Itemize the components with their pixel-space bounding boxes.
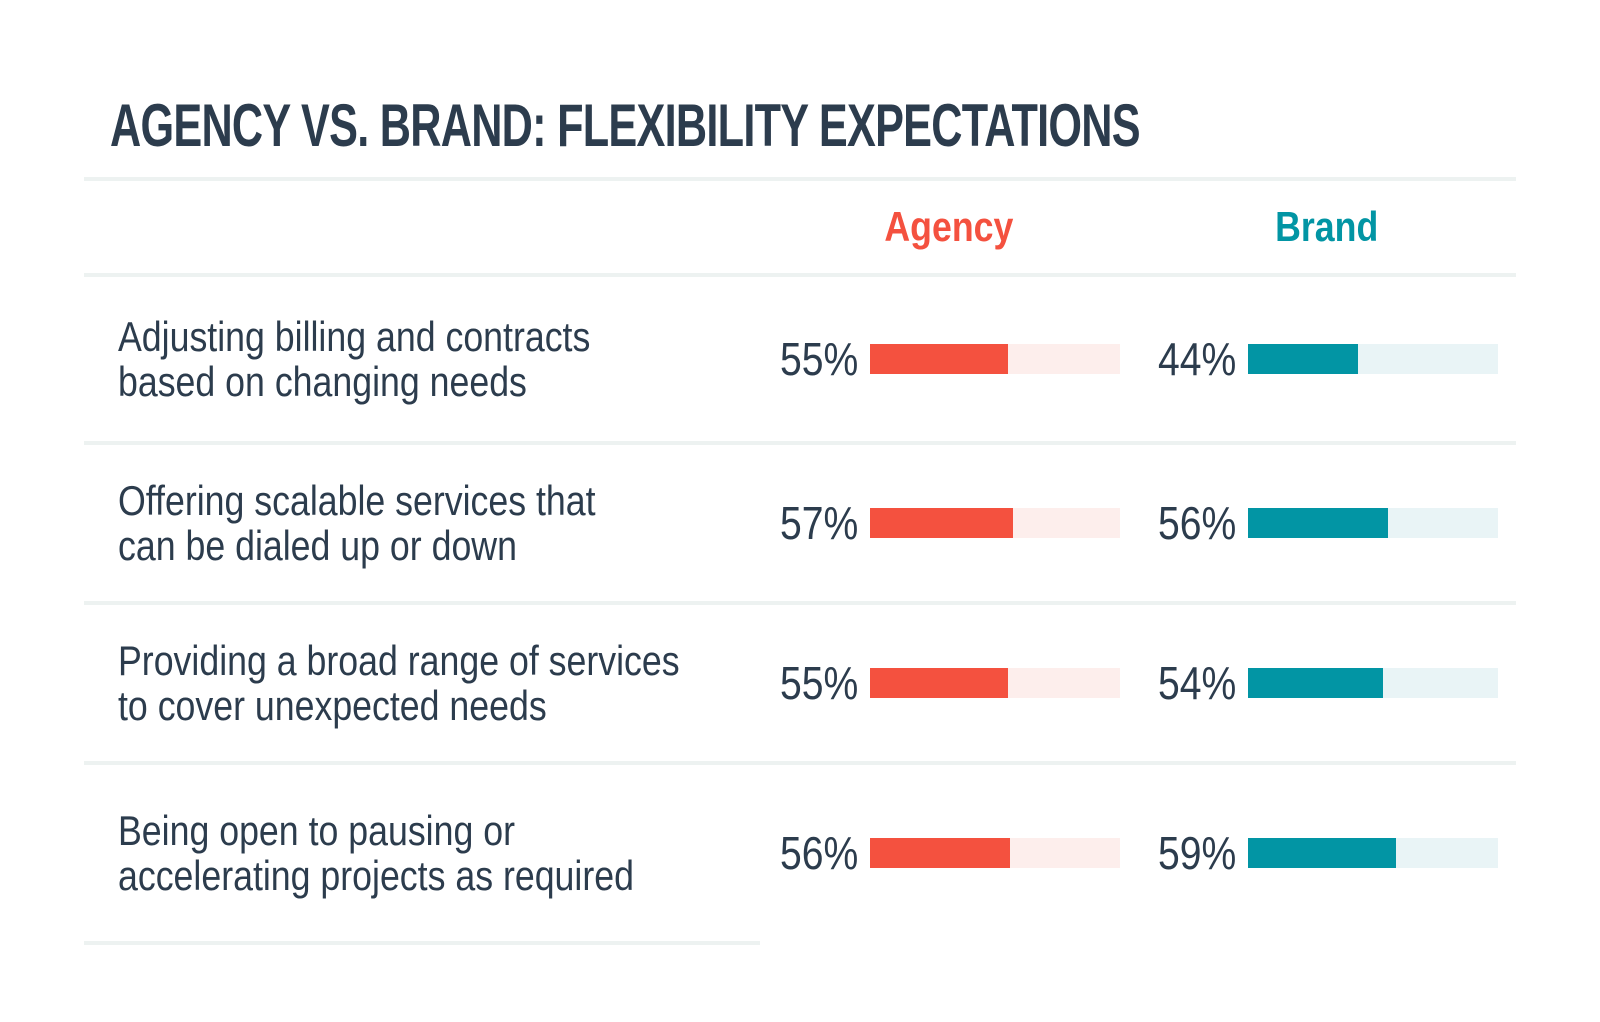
brand-percent-value: 56% <box>1158 497 1237 549</box>
table-row: Being open to pausing or accelerating pr… <box>84 765 1516 941</box>
agency-measure: 55% <box>760 332 1138 386</box>
column-header-brand: Brand <box>1275 203 1379 250</box>
brand-bar-track <box>1248 508 1498 538</box>
page-title-text: AGENCY VS. BRAND: FLEXIBILITY EXPECTATIO… <box>110 92 1141 159</box>
agency-bar-fill <box>870 344 1008 374</box>
agency-measure: 55% <box>760 656 1138 710</box>
row-divider <box>84 441 1516 445</box>
brand-measure: 54% <box>1138 656 1516 710</box>
table-row: Providing a broad range of services to c… <box>84 605 1516 761</box>
row-divider <box>84 601 1516 605</box>
agency-measure: 56% <box>760 826 1138 880</box>
row-label: Providing a broad range of services to c… <box>118 637 680 729</box>
brand-bar-track <box>1248 838 1498 868</box>
row-label: Being open to pausing or accelerating pr… <box>118 807 634 899</box>
brand-bar-track <box>1248 344 1498 374</box>
brand-bar-fill <box>1248 668 1383 698</box>
divider-below-header <box>84 273 1516 277</box>
brand-bar-fill <box>1248 344 1358 374</box>
brand-percent-value: 54% <box>1158 657 1237 709</box>
agency-bar-track <box>870 668 1120 698</box>
brand-bar-fill <box>1248 508 1388 538</box>
agency-percent-value: 55% <box>780 657 859 709</box>
agency-bar-fill <box>870 838 1010 868</box>
agency-bar-fill <box>870 668 1008 698</box>
agency-measure: 57% <box>760 496 1138 550</box>
agency-bar-track <box>870 344 1120 374</box>
infographic-chart: AGENCY VS. BRAND: FLEXIBILITY EXPECTATIO… <box>84 0 1516 945</box>
column-header-agency: Agency <box>884 203 1014 250</box>
brand-measure: 56% <box>1138 496 1516 550</box>
brand-measure: 59% <box>1138 826 1516 880</box>
brand-percent-value: 44% <box>1158 333 1237 385</box>
agency-bar-track <box>870 508 1120 538</box>
agency-percent-value: 55% <box>780 333 859 385</box>
brand-measure: 44% <box>1138 332 1516 386</box>
table-row: Offering scalable services that can be d… <box>84 445 1516 601</box>
brand-bar-track <box>1248 668 1498 698</box>
brand-percent-value: 59% <box>1158 827 1237 879</box>
table-row: Adjusting billing and contracts based on… <box>84 277 1516 441</box>
row-label: Offering scalable services that can be d… <box>118 477 596 569</box>
row-label: Adjusting billing and contracts based on… <box>118 313 591 405</box>
bottom-partial-divider <box>84 941 760 945</box>
agency-bar-fill <box>870 508 1013 538</box>
page-title: AGENCY VS. BRAND: FLEXIBILITY EXPECTATIO… <box>110 0 1516 156</box>
agency-percent-value: 56% <box>780 827 859 879</box>
column-header-row: Agency Brand <box>84 181 1516 273</box>
brand-bar-fill <box>1248 838 1396 868</box>
divider-below-title <box>84 177 1516 181</box>
agency-percent-value: 57% <box>780 497 859 549</box>
agency-bar-track <box>870 838 1120 868</box>
row-divider <box>84 761 1516 765</box>
